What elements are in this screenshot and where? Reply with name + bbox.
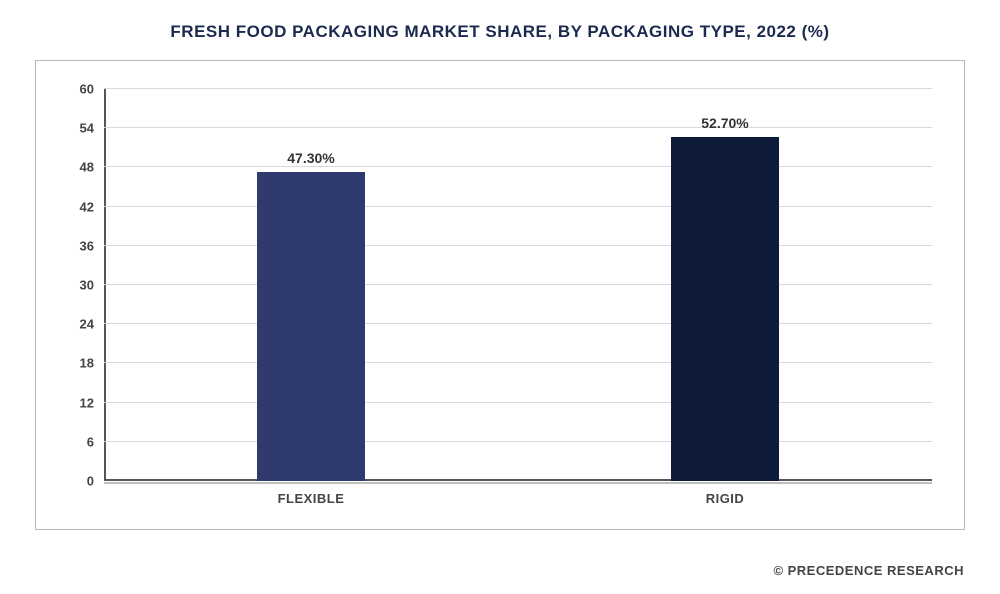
grid-line bbox=[104, 206, 932, 207]
y-tick-label: 12 bbox=[80, 395, 104, 410]
bar-flexible: 47.30% bbox=[257, 172, 365, 481]
x-tick-flexible: FLEXIBLE bbox=[104, 491, 518, 506]
grid-line bbox=[104, 402, 932, 403]
grid-line bbox=[104, 127, 932, 128]
x-tick-rigid: RIGID bbox=[518, 491, 932, 506]
y-tick-label: 0 bbox=[87, 474, 104, 489]
y-tick-label: 36 bbox=[80, 238, 104, 253]
y-tick-label: 6 bbox=[87, 434, 104, 449]
bar-value-label: 52.70% bbox=[701, 115, 748, 131]
y-tick-label: 54 bbox=[80, 121, 104, 136]
plot-area: FLEXIBLE RIGID 0612182430364248546047.30… bbox=[104, 89, 932, 481]
y-tick-label: 60 bbox=[80, 82, 104, 97]
y-tick-label: 30 bbox=[80, 278, 104, 293]
bar-value-label: 47.30% bbox=[287, 150, 334, 166]
x-tick-labels: FLEXIBLE RIGID bbox=[104, 481, 932, 506]
y-tick-label: 18 bbox=[80, 356, 104, 371]
grid-line bbox=[104, 245, 932, 246]
grid-line bbox=[104, 284, 932, 285]
chart-title: FRESH FOOD PACKAGING MARKET SHARE, BY PA… bbox=[170, 22, 829, 42]
y-tick-label: 42 bbox=[80, 199, 104, 214]
grid-line bbox=[104, 362, 932, 363]
grid-line bbox=[104, 166, 932, 167]
bar-rigid: 52.70% bbox=[671, 137, 779, 481]
grid-line bbox=[104, 323, 932, 324]
y-tick-label: 48 bbox=[80, 160, 104, 175]
grid-line bbox=[104, 88, 932, 89]
credit-text: © PRECEDENCE RESEARCH bbox=[773, 563, 964, 578]
y-axis bbox=[104, 89, 106, 481]
chart-frame: FLEXIBLE RIGID 0 6 12 18 24 30 36 42 48 54 60 47.30… bbox=[35, 60, 965, 530]
y-tick-label: 24 bbox=[80, 317, 104, 332]
grid-line bbox=[104, 441, 932, 442]
